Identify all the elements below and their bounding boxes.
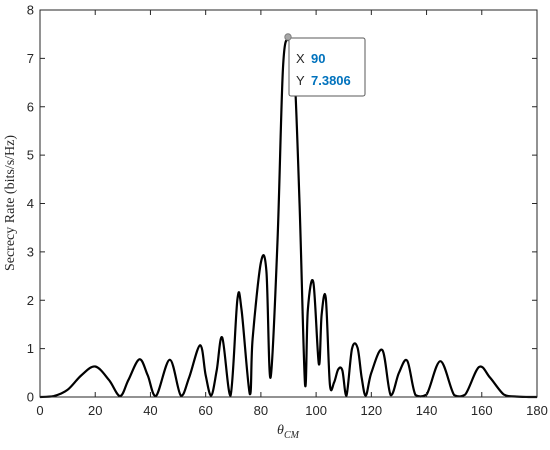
x-tick-label: 100 [305, 403, 327, 418]
data-tip-box[interactable] [288, 37, 366, 97]
y-tick-label: 2 [27, 293, 34, 308]
x-tick-label: 60 [198, 403, 212, 418]
chart-marks [39, 38, 537, 399]
y-tick-label: 4 [27, 196, 34, 211]
x-tick-label: 40 [143, 403, 157, 418]
x-axis: 0 20 40 60 80 100 120 140 160 180 [36, 10, 548, 418]
y-tick-label: 1 [27, 341, 34, 356]
data-tip-y-value: 7.3806 [311, 73, 351, 88]
x-axis-label-subscript: CM [284, 430, 300, 441]
x-tick-label: 160 [471, 403, 493, 418]
x-axis-label: θCM [277, 423, 300, 441]
series-line[interactable] [39, 38, 537, 399]
x-tick-label: 180 [526, 403, 548, 418]
data-tip[interactable]: X 90 Y 7.3806 [284, 33, 366, 97]
y-tick-label: 3 [27, 244, 34, 259]
y-tick-label: 8 [27, 3, 34, 18]
y-axis-label: Secrecy Rate (bits/s/Hz) [3, 135, 18, 271]
x-tick-label: 140 [416, 403, 438, 418]
y-tick-label: 5 [27, 148, 34, 163]
x-tick-label: 20 [88, 403, 102, 418]
x-tick-label: 120 [360, 403, 382, 418]
y-tick-label: 6 [27, 99, 34, 114]
data-tip-marker[interactable] [284, 33, 292, 41]
x-axis-label-base: θ [277, 423, 284, 438]
data-tip-y-key: Y [296, 73, 305, 88]
x-tick-label: 80 [254, 403, 268, 418]
data-tip-x-key: X [296, 51, 305, 66]
x-tick-label: 0 [36, 403, 43, 418]
y-tick-label: 0 [27, 390, 34, 405]
y-tick-label: 7 [27, 51, 34, 66]
data-tip-x-value: 90 [311, 51, 325, 66]
y-axis: 0 1 2 3 4 5 6 7 8 [27, 3, 537, 405]
